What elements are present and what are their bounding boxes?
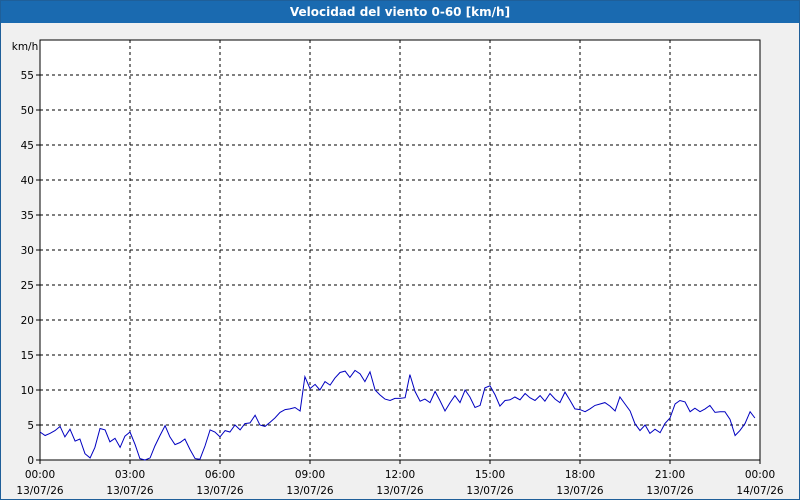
x-tick-time-label: 15:00 [475,469,505,481]
y-axis-label: km/h [12,41,39,53]
y-tick-label: 5 [27,420,34,432]
x-tick-date-label: 13/07/26 [286,485,333,497]
wind-speed-series-line [39,369,756,461]
x-tick-date-label: 13/07/26 [376,485,423,497]
y-tick-label: 45 [21,140,34,152]
x-tick-date-label: 13/07/26 [646,485,693,497]
x-axis-ticks: 00:00 13/07/26 03:00 13/07/26 06:00 13/07/26 0… [16,460,784,497]
y-tick-label: 0 [27,455,34,467]
x-tick-time-label: 18:00 [565,469,595,481]
y-tick-label: 55 [21,70,34,82]
y-tick-label: 35 [21,210,34,222]
x-tick-time-label: 00:00 [25,469,55,481]
x-tick-time-label: 21:00 [655,469,685,481]
y-tick-label: 50 [21,105,34,117]
x-tick-date-label: 13/07/26 [196,485,243,497]
y-axis-ticks: 0 5 10 15 20 25 30 35 40 45 50 55 [21,70,40,467]
y-tick-label: 30 [21,245,34,257]
chart-title: Velocidad del viento 0-60 [km/h] [1,1,799,23]
x-tick-date-label: 13/07/26 [106,485,153,497]
y-tick-label: 25 [21,280,34,292]
y-tick-label: 10 [21,385,34,397]
x-tick-date-label: 13/07/26 [16,485,63,497]
x-tick-time-label: 06:00 [205,469,235,481]
y-tick-label: 20 [21,315,34,327]
x-tick-date-label: 13/07/26 [556,485,603,497]
x-tick-date-label: 13/07/26 [466,485,513,497]
y-tick-label: 40 [21,175,34,187]
grid-lines [40,40,760,460]
x-tick-time-label: 09:00 [295,469,325,481]
x-tick-date-label: 14/07/26 [736,485,783,497]
y-tick-label: 15 [21,350,34,362]
x-tick-time-label: 00:00 [745,469,775,481]
x-tick-time-label: 03:00 [115,469,145,481]
x-tick-time-label: 12:00 [385,469,415,481]
